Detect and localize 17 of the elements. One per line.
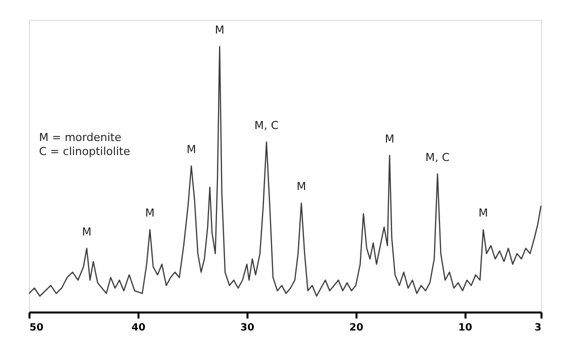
x-tick-label: 30: [240, 322, 254, 334]
annotation: M = mordenite: [39, 131, 122, 144]
annotation: M: [186, 143, 196, 156]
annotation: C = clinoptilolite: [39, 145, 130, 158]
x-tick-label: 20: [349, 322, 364, 334]
x-tick-label: 3: [534, 322, 542, 334]
annotation: M, C: [254, 119, 279, 132]
x-tick-label: 50: [30, 322, 44, 334]
annotation: M: [214, 24, 224, 37]
annotation: M: [82, 225, 92, 238]
annotation: M: [145, 206, 155, 220]
annotation: M: [478, 206, 488, 220]
annotation: M: [384, 132, 394, 146]
annotation: M: [296, 180, 306, 194]
x-tick-label: 10: [458, 322, 472, 334]
annotation: M, C: [425, 150, 450, 164]
x-tick-label: 40: [131, 322, 146, 334]
